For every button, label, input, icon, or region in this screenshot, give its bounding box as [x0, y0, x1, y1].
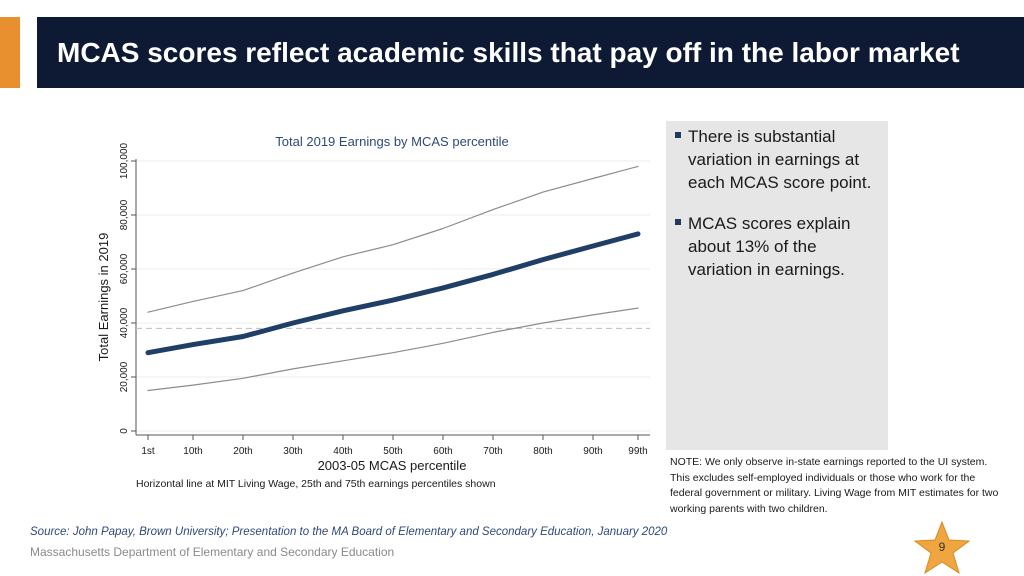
- footer-organization: Massachusetts Department of Elementary a…: [30, 545, 395, 559]
- axis-layer: 0 20,000 40,000 60,000 80,000 100,000 1st 10th 2…: [119, 142, 650, 457]
- median-series-line: [145, 231, 641, 356]
- lines-layer: [136, 165, 650, 392]
- bullet-text: There is substantial variation in earnin…: [688, 127, 872, 192]
- x-tick-label: 70th: [483, 446, 502, 457]
- p25-series-line: [147, 307, 639, 392]
- x-axis-label: 2003-05 MCAS percentile: [318, 458, 467, 473]
- accent-bar: [0, 17, 20, 88]
- source-citation: Source: John Papay, Brown University; Pr…: [30, 526, 668, 538]
- bullet-item: There is substantial variation in earnin…: [675, 125, 881, 194]
- x-tick-label: 50th: [383, 446, 402, 457]
- y-axis-label: Total Earnings in 2019: [96, 233, 111, 362]
- bullet-item: MCAS scores explain about 13% of the var…: [675, 212, 881, 281]
- x-tick-label: 80th: [533, 446, 552, 457]
- x-tick-label: 1st: [141, 446, 155, 457]
- grid-layer: [136, 160, 650, 432]
- square-bullet-icon: [675, 219, 681, 225]
- x-tick-label: 60th: [433, 446, 452, 457]
- y-tick-label: 0: [119, 428, 130, 434]
- y-tick-label: 100,000: [119, 142, 130, 179]
- title-banner: MCAS scores reflect academic skills that…: [37, 17, 1024, 88]
- y-tick-label: 80,000: [119, 199, 130, 230]
- data-note: NOTE: We only observe in-state earnings …: [670, 456, 999, 515]
- x-tick-label: 99th: [628, 446, 647, 457]
- y-tick-label: 40,000: [119, 307, 130, 338]
- x-tick-label: 90th: [583, 446, 602, 457]
- x-tick-label: 30th: [283, 446, 302, 457]
- bullet-panel: There is substantial variation in earnin…: [666, 121, 888, 450]
- x-tick-label: 40th: [333, 446, 352, 457]
- x-tick-label: 10th: [183, 446, 202, 457]
- square-bullet-icon: [675, 132, 681, 138]
- y-tick-label: 20,000: [119, 361, 130, 392]
- chart-caption: Horizontal line at MIT Living Wage, 25th…: [136, 478, 496, 490]
- slide-title: MCAS scores reflect academic skills that…: [57, 37, 960, 68]
- earnings-chart: Total 2019 Earnings by MCAS percentile 0…: [96, 134, 650, 490]
- chart-title: Total 2019 Earnings by MCAS percentile: [275, 134, 508, 149]
- bullet-text: MCAS scores explain about 13% of the var…: [688, 214, 851, 279]
- star-icon: [913, 520, 971, 575]
- y-tick-label: 60,000: [119, 253, 130, 284]
- x-tick-label: 20th: [233, 446, 252, 457]
- p75-series-line: [147, 165, 639, 313]
- page-number: 9: [938, 540, 946, 554]
